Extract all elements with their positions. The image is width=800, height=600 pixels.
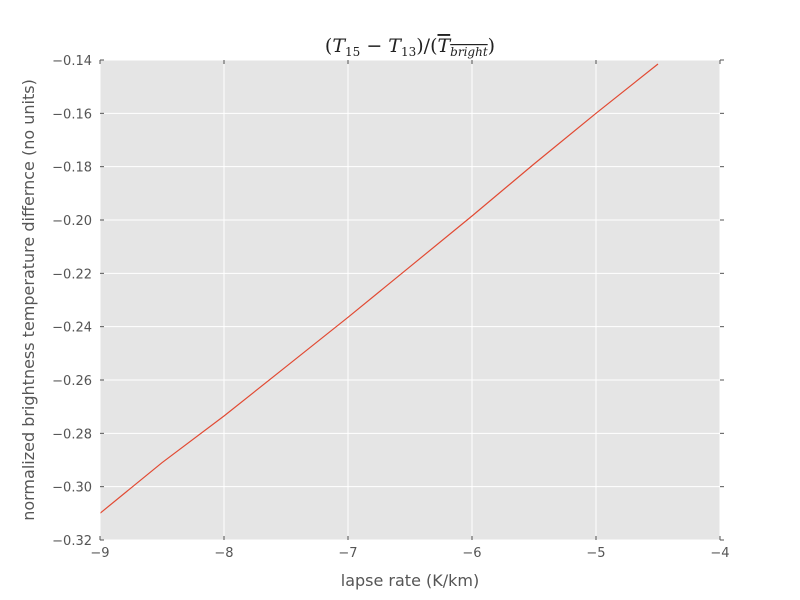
series-line (99, 63, 659, 514)
y-tick-label: −0.20 (52, 214, 92, 229)
x-axis-label: lapse rate (K/km) (341, 571, 479, 590)
data-series (99, 63, 659, 514)
x-tick-labels: −9 −8 −7 −6 −5 −4 (90, 546, 729, 561)
plot-frame (99, 59, 721, 541)
x-tick-label: −9 (90, 546, 109, 561)
x-tick-label: −4 (710, 546, 729, 561)
y-axis-label: normalized brightness temperature differ… (19, 79, 38, 521)
y-tick-label: −0.24 (52, 321, 92, 336)
y-tick-label: −0.30 (52, 481, 92, 496)
x-tick-label: −6 (462, 546, 481, 561)
y-tick-label: −0.28 (52, 427, 92, 442)
x-tick-label: −8 (214, 546, 233, 561)
y-tick-label: −0.16 (52, 107, 92, 122)
chart-title: (T15 − T13)/(Tbright) (325, 35, 495, 59)
y-tick-labels: −0.32 −0.30 −0.28 −0.26 −0.24 −0.22 −0.20 −0.18… (52, 54, 92, 549)
y-tick-label: −0.22 (52, 267, 92, 282)
x-tick-label: −5 (586, 546, 605, 561)
x-tick-label: −7 (338, 546, 357, 561)
plot-area (100, 60, 720, 540)
y-tick-label: −0.32 (52, 534, 92, 549)
y-tick-label: −0.18 (52, 161, 92, 176)
y-tick-label: −0.26 (52, 374, 92, 389)
axis-ticks (99, 59, 724, 541)
y-tick-label: −0.14 (52, 54, 92, 69)
